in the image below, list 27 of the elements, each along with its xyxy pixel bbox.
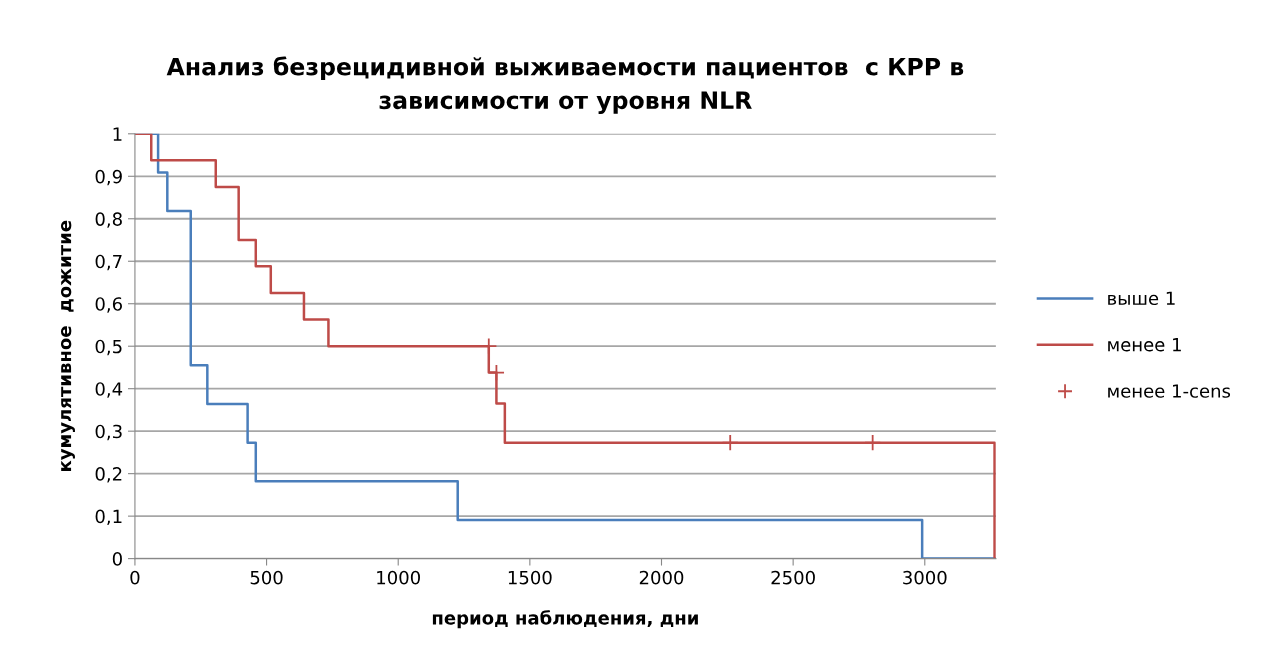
y-tick-label: 0,2 — [95, 467, 122, 483]
y-tick-label: 0 — [112, 552, 122, 566]
x-tick-label: 0 — [130, 570, 140, 585]
y-tick-label: 0,7 — [95, 254, 122, 271]
y-tick-label: 0,9 — [95, 169, 122, 186]
x-tick-label: 2000 — [639, 570, 684, 585]
legend-label: выше 1 — [1108, 291, 1175, 306]
y-tick-label: 0,3 — [95, 424, 122, 441]
x-tick-label: 500 — [250, 570, 283, 585]
y-tick-label: 0,8 — [95, 212, 122, 228]
x-tick-label: 2500 — [771, 570, 815, 585]
y-tick-label: 1 — [113, 127, 122, 141]
x-axis-title: период наблюдения, дни — [432, 610, 698, 629]
x-tick-label: 1000 — [377, 570, 420, 585]
point — [487, 364, 505, 382]
y-tick-label: 0,4 — [95, 382, 123, 398]
legend-label: менее 1-cens — [1108, 384, 1231, 398]
y-tick-label: 0,6 — [95, 297, 122, 313]
y-tick-label: 0,1 — [95, 509, 122, 526]
y-axis-title: кумулятивное дожитие — [60, 220, 75, 471]
x-tick-label: 3000 — [903, 570, 947, 585]
point — [864, 434, 882, 452]
x-tick-label: 1500 — [508, 570, 552, 585]
chart-title: Анализ безрецидивной выживаемости пациентов с КРР в зависимости от уровня NLR — [166, 56, 964, 114]
legend-label: менее 1 — [1108, 338, 1181, 352]
point — [721, 434, 739, 452]
y-tick-label: 0,5 — [95, 339, 122, 356]
